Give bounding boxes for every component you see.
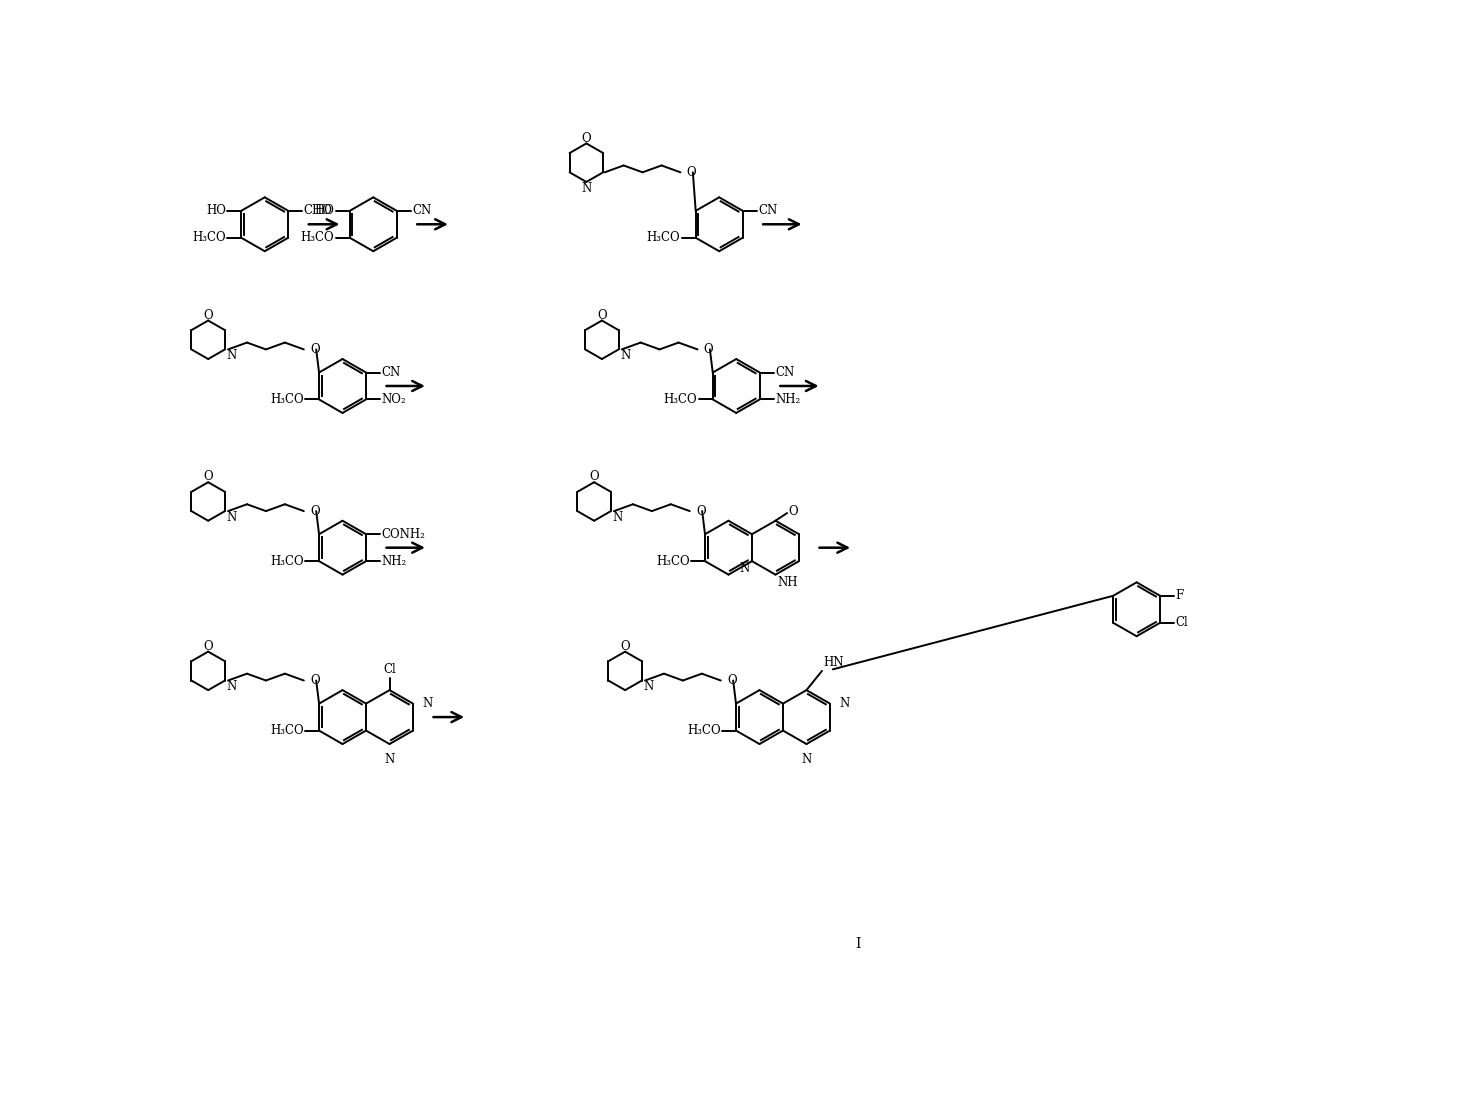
Text: O: O <box>695 504 706 518</box>
Text: CN: CN <box>758 204 778 218</box>
Text: N: N <box>839 697 849 710</box>
Text: O: O <box>204 470 213 484</box>
Text: N: N <box>226 680 236 693</box>
Text: N: N <box>612 511 622 524</box>
Text: O: O <box>597 309 607 322</box>
Text: H₃CO: H₃CO <box>656 555 689 568</box>
Text: HO: HO <box>205 204 226 218</box>
Text: Cl: Cl <box>383 664 396 676</box>
Text: H₃CO: H₃CO <box>663 393 697 406</box>
Text: CN: CN <box>775 366 795 379</box>
Text: N: N <box>226 349 236 362</box>
Text: N: N <box>801 753 811 766</box>
Text: H₃CO: H₃CO <box>270 555 304 568</box>
Text: N: N <box>621 349 631 362</box>
Text: H₃CO: H₃CO <box>270 724 304 737</box>
Text: CN: CN <box>412 204 431 218</box>
Text: O: O <box>728 674 736 687</box>
Text: O: O <box>789 504 798 518</box>
Text: O: O <box>310 674 320 687</box>
Text: O: O <box>590 470 599 484</box>
Text: O: O <box>687 166 697 179</box>
Text: CONH₂: CONH₂ <box>381 528 425 541</box>
Text: N: N <box>226 511 236 524</box>
Text: N: N <box>644 680 654 693</box>
Text: O: O <box>204 309 213 322</box>
Text: H₃CO: H₃CO <box>647 231 681 244</box>
Text: O: O <box>581 132 591 145</box>
Text: H₃CO: H₃CO <box>192 231 226 244</box>
Text: N: N <box>384 753 395 766</box>
Text: CN: CN <box>381 366 400 379</box>
Text: I: I <box>855 937 860 952</box>
Text: O: O <box>310 504 320 518</box>
Text: Cl: Cl <box>1175 617 1188 630</box>
Text: HO: HO <box>314 204 334 218</box>
Text: NO₂: NO₂ <box>381 393 406 406</box>
Text: N: N <box>581 181 591 195</box>
Text: F: F <box>1175 589 1184 602</box>
Text: H₃CO: H₃CO <box>687 724 720 737</box>
Text: NH₂: NH₂ <box>381 555 406 568</box>
Text: N: N <box>739 563 750 576</box>
Text: O: O <box>704 343 713 356</box>
Text: CHO: CHO <box>304 204 333 218</box>
Text: HN: HN <box>823 656 844 669</box>
Text: NH₂: NH₂ <box>775 393 801 406</box>
Text: NH: NH <box>778 576 798 589</box>
Text: H₃CO: H₃CO <box>270 393 304 406</box>
Text: O: O <box>621 640 629 653</box>
Text: N: N <box>422 697 433 710</box>
Text: O: O <box>204 640 213 653</box>
Text: O: O <box>310 343 320 356</box>
Text: H₃CO: H₃CO <box>301 231 334 244</box>
